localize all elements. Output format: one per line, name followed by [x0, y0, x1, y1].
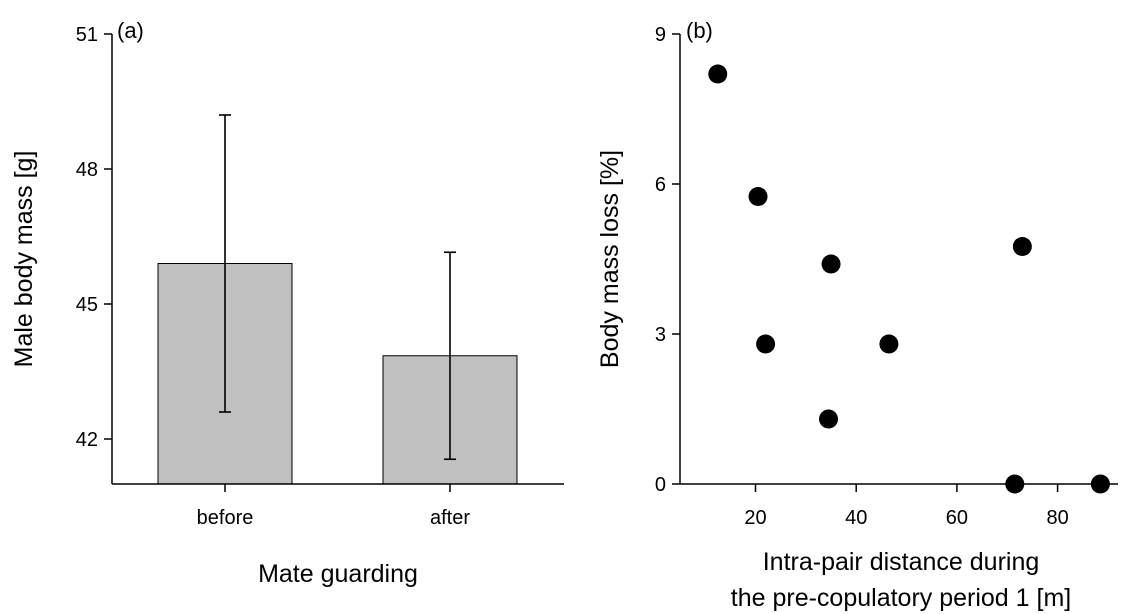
error-bar-before [219, 114, 231, 413]
y-tick-label: 51 [76, 24, 98, 46]
scatter-point [879, 334, 899, 354]
x-tick-label: 60 [946, 507, 968, 529]
y-axis-title: Body mass loss [%] [596, 150, 624, 368]
x-tick-label: 40 [845, 507, 867, 529]
scatter-point [1012, 237, 1032, 256]
scatter-point [708, 64, 728, 84]
x-ticks-group: 20 40 60 80 [744, 484, 1069, 529]
y-tick-label: 6 [655, 174, 666, 196]
bars-group [157, 263, 518, 485]
y-tick-label: 3 [655, 324, 666, 346]
error-bar-after [444, 251, 456, 461]
scatter-point [1090, 474, 1110, 494]
x-tick-label: 80 [1046, 507, 1068, 529]
y-tick-label: 45 [76, 294, 98, 316]
x-tick-label: after [430, 507, 470, 529]
y-tick-label: 48 [76, 159, 98, 181]
x-axis-title-line2: the pre-copulatory period 1 [m] [731, 584, 1071, 612]
scatter-point [819, 409, 839, 429]
panel-b-scatter-chart: (b) 0 3 6 9 20 40 60 80 Body mass loss [%] Int… [596, 18, 1118, 612]
scatter-points-group [708, 64, 1110, 494]
error-bars-group [219, 114, 456, 461]
panel-b-label: (b) [686, 18, 713, 43]
x-tick-label: before [197, 507, 254, 529]
scatter-point [1005, 474, 1025, 494]
x-ticks-group: before after [197, 484, 470, 529]
x-axis-title-line1: Intra-pair distance during [763, 548, 1040, 576]
panel-a-label: (a) [117, 18, 144, 43]
scatter-point [748, 187, 768, 206]
panel-a-bar-chart: (a) 42 45 48 51 before after Male body mass … [10, 18, 564, 588]
y-ticks-group: 0 3 6 9 [655, 24, 680, 496]
scatter-point [821, 254, 841, 274]
x-tick-label: 20 [744, 507, 766, 529]
y-axis-title: Male body mass [g] [10, 151, 38, 368]
y-tick-label: 0 [655, 474, 666, 496]
x-axis-title: Mate guarding [258, 560, 418, 588]
scatter-point [756, 334, 776, 354]
y-ticks-group: 42 45 48 51 [76, 24, 112, 451]
y-tick-label: 9 [655, 24, 666, 46]
y-tick-label: 42 [76, 429, 98, 451]
